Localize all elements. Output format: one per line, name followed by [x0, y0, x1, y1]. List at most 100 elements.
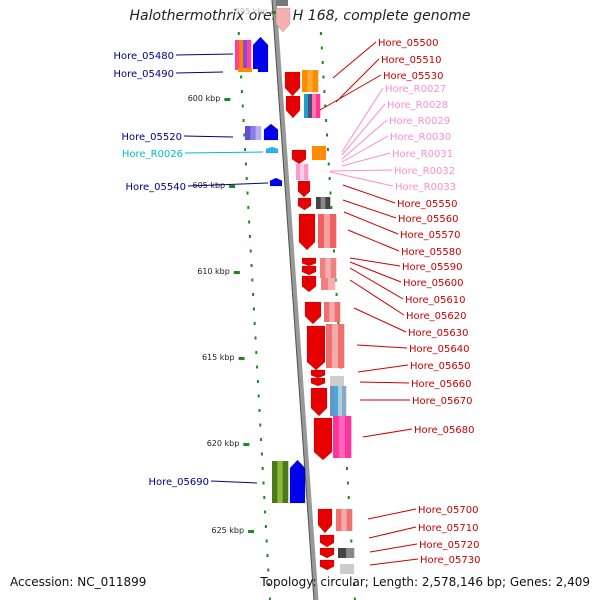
gene-label-hore-05490[interactable]: Hore_05490	[114, 69, 175, 80]
gene-label-hore-05620[interactable]: Hore_05620	[406, 311, 467, 322]
gene-label-hore-05640[interactable]: Hore_05640	[409, 344, 470, 355]
gene-arrow-blue	[252, 36, 269, 70]
gene-label-hore-05580[interactable]: Hore_05580	[401, 247, 462, 258]
tick-mark	[240, 90, 243, 93]
gene-label-hore-r0032[interactable]: Hore_R0032	[394, 166, 455, 177]
tick-mark	[240, 75, 243, 79]
leader-line	[349, 261, 402, 283]
gene-label-hore-05630[interactable]: Hore_05630	[408, 328, 469, 339]
gene-block-multicolor	[316, 94, 321, 118]
gene-block-pink	[320, 258, 326, 278]
tick-mark	[254, 336, 257, 340]
tick-mark	[332, 249, 335, 253]
kbp-tick	[229, 185, 236, 188]
map-title: Halothermothrix orenii H 168, complete g…	[129, 8, 471, 24]
leader-line	[183, 135, 234, 138]
tick-mark	[237, 32, 240, 35]
gene-label-hore-05670[interactable]: Hore_05670	[412, 396, 473, 407]
gene-arrow-red	[284, 71, 301, 97]
gene-label-hore-05530[interactable]: Hore_05530	[383, 71, 444, 82]
tick-mark	[326, 148, 329, 151]
gene-label-hore-05570[interactable]: Hore_05570	[400, 230, 461, 241]
gene-block-purple	[245, 126, 251, 140]
leader-line	[319, 74, 382, 111]
gene-block-pink	[326, 324, 333, 368]
gene-block-multicolor	[239, 40, 244, 70]
tick-mark	[334, 278, 337, 282]
gene-block-magenta	[345, 416, 352, 458]
leader-line	[342, 184, 396, 204]
kbp-tick	[271, 11, 278, 14]
gene-label-hore-r0027[interactable]: Hore_R0027	[385, 84, 446, 95]
gene-label-hore-05500[interactable]: Hore_05500	[378, 38, 439, 49]
gene-arrow-blue	[289, 459, 306, 504]
tick-mark	[252, 293, 255, 296]
tick-mark	[248, 220, 251, 224]
leader-line	[349, 279, 405, 316]
gene-label-hore-05600[interactable]: Hore_05600	[403, 278, 464, 289]
gene-arrow-red	[310, 387, 328, 417]
tick-mark	[335, 293, 338, 296]
gene-label-hore-05650[interactable]: Hore_05650	[410, 361, 471, 372]
leader-line	[362, 428, 413, 438]
tick-mark	[251, 278, 254, 282]
leader-line	[347, 229, 400, 252]
tick-mark	[346, 481, 349, 485]
tick-mark	[261, 467, 264, 470]
gene-block-blue	[338, 386, 343, 416]
leader-line	[341, 152, 391, 167]
gene-label-hore-r0026[interactable]: Hore_R0026	[122, 149, 183, 160]
gene-block-pink	[328, 278, 336, 290]
gene-label-hore-05660[interactable]: Hore_05660	[411, 379, 472, 390]
gene-arrow-red	[291, 149, 307, 165]
leader-line	[369, 543, 418, 553]
gene-label-hore-r0031[interactable]: Hore_R0031	[392, 149, 453, 160]
gene-label-hore-05540[interactable]: Hore_05540	[126, 182, 187, 193]
tick-mark	[241, 104, 244, 108]
tick-mark	[257, 394, 260, 398]
gene-label-hore-05690[interactable]: Hore_05690	[149, 477, 210, 488]
gene-label-hore-05610[interactable]: Hore_05610	[405, 295, 466, 306]
gene-label-hore-r0033[interactable]: Hore_R0033	[395, 182, 456, 193]
gene-label-hore-05510[interactable]: Hore_05510	[381, 55, 442, 66]
gene-label-hore-05520[interactable]: Hore_05520	[122, 132, 183, 143]
gene-arrow-red	[310, 377, 326, 387]
gene-arrow-red	[301, 275, 317, 293]
tick-mark	[260, 452, 263, 456]
accession-label: Accession: NC_011899	[10, 575, 147, 589]
gene-label-hore-05590[interactable]: Hore_05590	[402, 262, 463, 273]
tick-mark	[323, 90, 326, 93]
tick-mark	[327, 162, 330, 166]
gene-arrow-red	[297, 197, 312, 211]
leader-line	[341, 87, 384, 153]
tick-mark	[326, 133, 329, 137]
gene-label-hore-r0030[interactable]: Hore_R0030	[390, 132, 451, 143]
tick-mark	[244, 162, 247, 166]
gene-label-hore-05720[interactable]: Hore_05720	[419, 540, 480, 551]
gene-label-hore-05710[interactable]: Hore_05710	[418, 523, 479, 534]
kbp-tick	[233, 271, 240, 274]
gene-arrow-red	[301, 257, 317, 267]
leader-line	[175, 53, 234, 56]
leader-line	[349, 257, 401, 267]
minus-strand-ticks	[237, 32, 271, 600]
gene-label-hore-05550[interactable]: Hore_05550	[397, 199, 458, 210]
gene-label-hore-05730[interactable]: Hore_05730	[420, 555, 481, 566]
gene-block-pink	[330, 214, 337, 248]
tick-mark	[346, 467, 349, 470]
tick-mark	[249, 249, 252, 253]
tick-mark	[267, 568, 270, 572]
gene-arrow-red	[304, 301, 322, 325]
gene-label-hore-05560[interactable]: Hore_05560	[398, 214, 459, 225]
kbp-label: 615 kbp	[202, 353, 235, 362]
leader-line	[341, 103, 386, 156]
gene-label-hore-05680[interactable]: Hore_05680	[414, 425, 475, 436]
gene-block-pink	[330, 258, 337, 278]
gene-block-orange	[302, 70, 308, 92]
gene-label-hore-05700[interactable]: Hore_05700	[418, 505, 479, 516]
tick-mark	[256, 380, 259, 383]
gene-label-hore-r0029[interactable]: Hore_R0029	[389, 116, 450, 127]
gene-label-hore-05480[interactable]: Hore_05480	[114, 51, 175, 62]
gene-label-hore-r0028[interactable]: Hore_R0028	[387, 100, 448, 111]
gene-block-orange	[312, 70, 319, 92]
